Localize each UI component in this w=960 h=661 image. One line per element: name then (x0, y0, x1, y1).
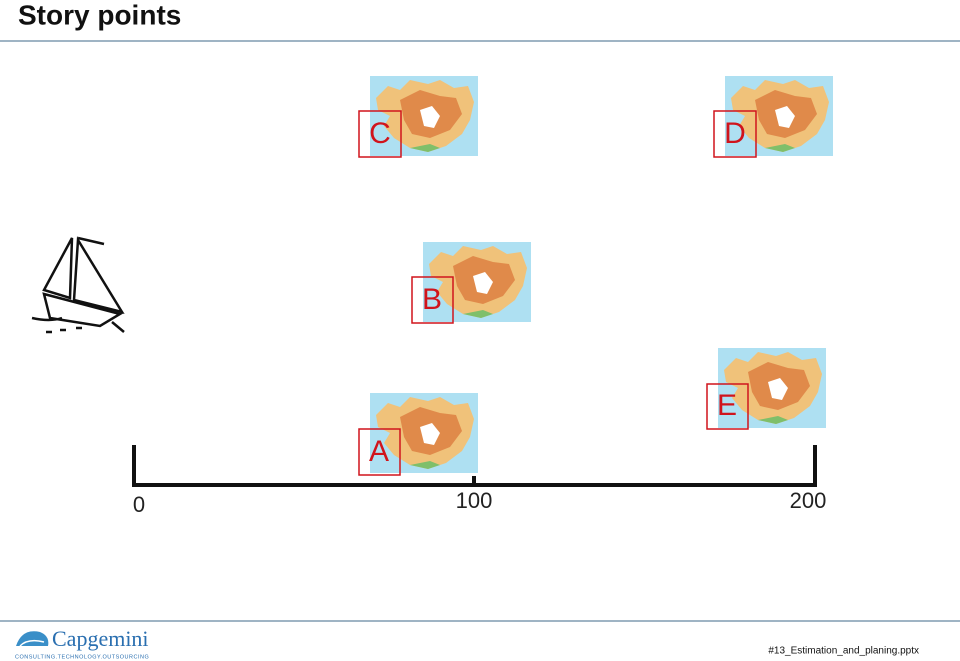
axis (132, 445, 817, 487)
item-label: B (422, 283, 442, 316)
slide-title: Story points (18, 0, 181, 30)
item-label: D (724, 117, 746, 150)
file-name: #13_Estimation_and_planing.pptx (768, 646, 919, 657)
label-box (358, 428, 401, 476)
item-label: C (369, 117, 391, 150)
item-label: A (369, 435, 389, 468)
label-box (358, 110, 402, 158)
boat (31, 235, 125, 334)
logo-text: Capgemini (52, 626, 149, 651)
label-box (411, 276, 454, 324)
label-box (713, 110, 757, 158)
axis-label: 0 (133, 492, 145, 517)
label-boxes (358, 110, 757, 476)
logo: Capgemini CONSULTING.TECHNOLOGY.OUTSOURC… (15, 626, 149, 660)
logo-tagline: CONSULTING.TECHNOLOGY.OUTSOURCING (15, 654, 149, 660)
axis-label: 200 (790, 488, 827, 513)
label-box (706, 383, 749, 430)
item-label: E (717, 389, 737, 422)
axis-label: 100 (456, 488, 493, 513)
